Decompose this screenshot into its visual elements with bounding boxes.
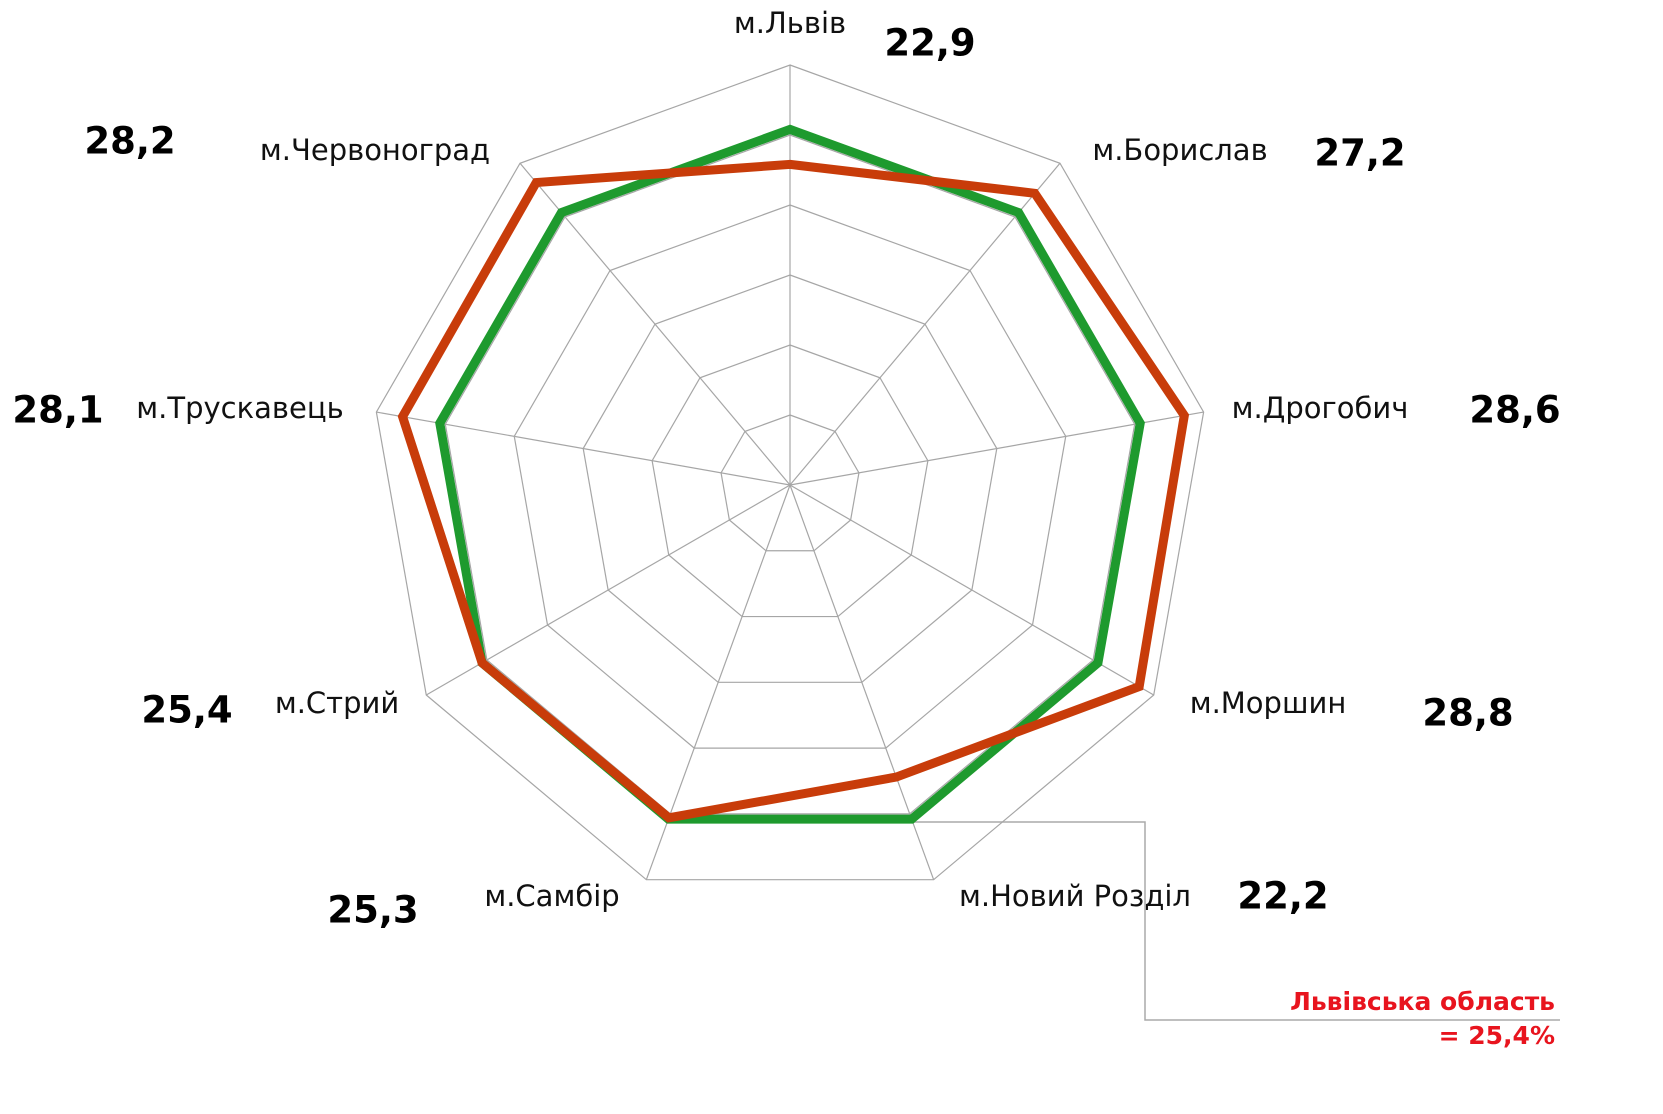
value-label: 25,4 [141,689,232,732]
value-label: 28,8 [1422,692,1513,735]
annotation-leader [893,821,1560,1021]
value-label: 28,1 [12,389,103,432]
spoke [789,484,935,880]
spoke [789,484,1155,696]
category-label: м.Червоноград [260,133,490,167]
spoke [519,162,791,486]
category-label: м.Моршин [1190,686,1347,720]
category-label: м.Стрий [275,686,399,720]
value-label: 22,9 [884,22,975,65]
category-label: м.Трускавець [136,391,343,425]
category-label: м.Львів [734,6,846,40]
value-label: 27,2 [1314,132,1405,175]
grid-ring [720,414,860,552]
value-label: 28,2 [84,120,175,163]
annotation-line: Львівська область [1290,987,1555,1016]
category-label: м.Борислав [1092,133,1267,167]
value-label: 28,6 [1469,389,1560,432]
value-label: 25,3 [327,889,418,932]
value-label: 22,2 [1237,875,1328,918]
category-label: м.Новий Розділ [959,879,1191,913]
series-line [435,124,1145,824]
grid-ring [375,64,1205,881]
grid-ring [513,204,1067,749]
spoke [425,484,791,696]
series-line [397,159,1190,823]
grid-ring [651,344,929,618]
category-label: м.Самбір [484,879,619,913]
grid-ring [582,274,998,683]
spoke [789,411,1204,486]
annotation-line: = 25,4% [1439,1021,1555,1050]
spoke [376,411,791,486]
spoke [789,162,1061,486]
category-label: м.Дрогобич [1232,391,1409,425]
grid-ring [444,134,1136,815]
